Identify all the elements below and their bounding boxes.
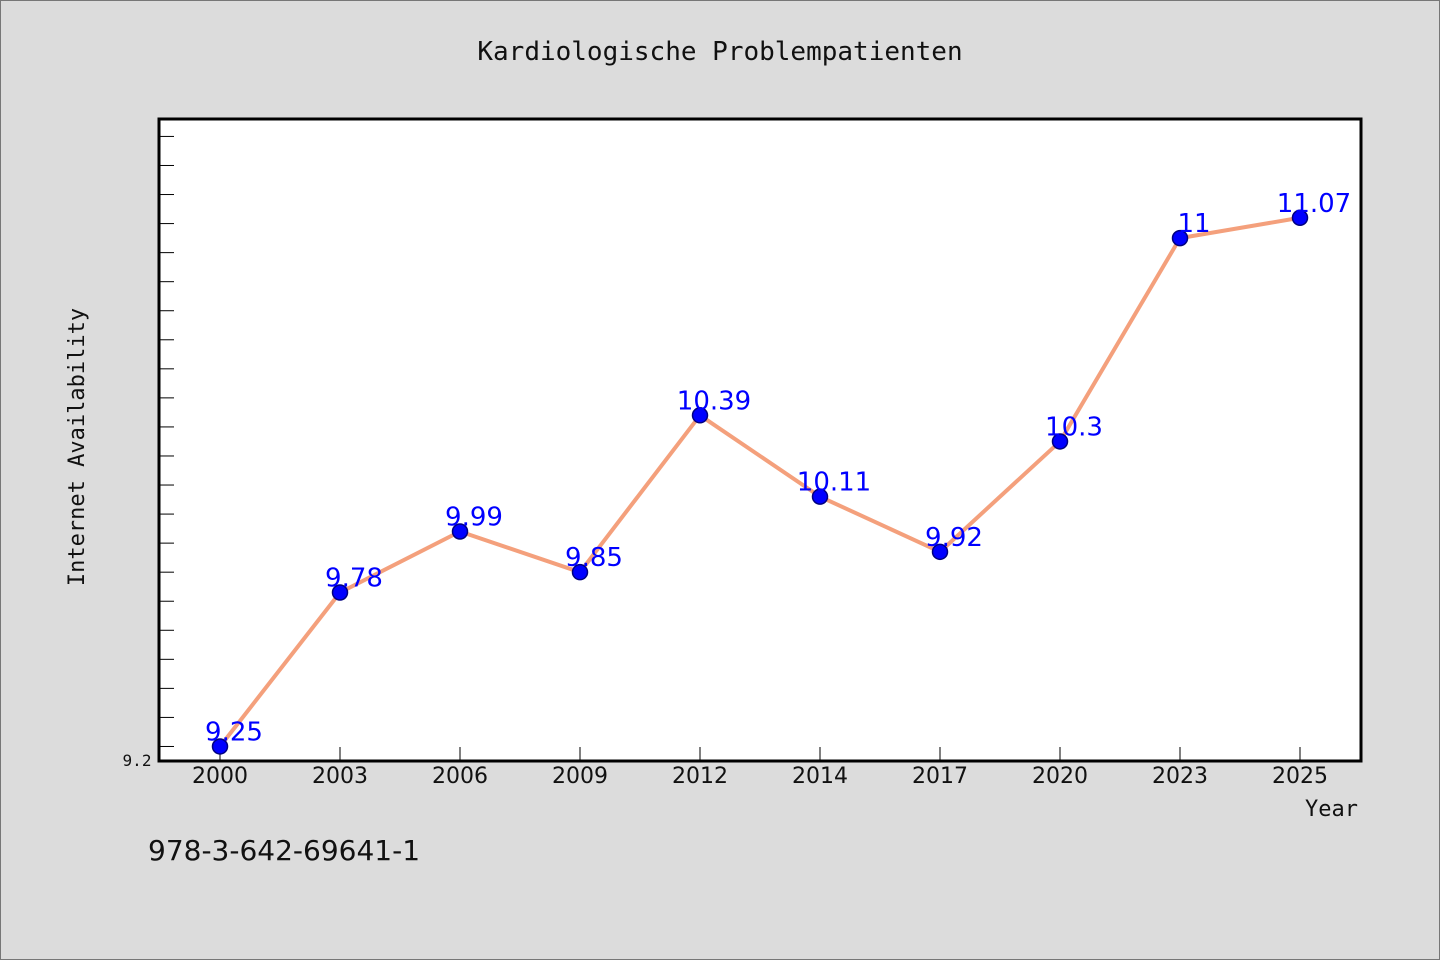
chart-title: Kardiologische Problempatienten — [477, 37, 962, 67]
data-point — [451, 523, 469, 540]
data-label: 9.78 — [325, 564, 383, 594]
data-labels: 9.25 9.78 9.99 9.85 10.39 10.11 9.92 10.3 11 11.0… — [205, 189, 1351, 748]
data-label: 10.3 — [1045, 412, 1103, 442]
data-point — [211, 738, 229, 755]
data-label: 11 — [1177, 209, 1210, 239]
y-axis-min-label: 9.2 — [123, 751, 152, 770]
x-tick-label: 2000 — [192, 764, 248, 789]
data-label: 9.99 — [445, 503, 503, 533]
data-label: 9.85 — [565, 543, 623, 573]
x-tick-label: 2009 — [552, 764, 608, 789]
x-tick-label: 2014 — [792, 764, 848, 789]
x-axis-label: Year — [1305, 797, 1358, 822]
data-point — [811, 488, 829, 505]
y-axis-label: Internet Availability — [65, 308, 90, 586]
data-point — [1171, 229, 1189, 247]
series-line — [218, 215, 1302, 749]
data-point — [331, 584, 349, 601]
data-label: 11.07 — [1277, 189, 1351, 219]
data-point — [571, 563, 589, 581]
data-point — [931, 543, 949, 561]
x-tick-label: 2006 — [432, 764, 488, 789]
data-label: 10.11 — [797, 468, 871, 498]
x-tick-label: 2025 — [1272, 764, 1328, 789]
x-tick-label: 2012 — [672, 764, 728, 789]
isbn-footer: 978-3-642-69641-1 — [148, 834, 421, 867]
series-markers — [211, 209, 1309, 755]
data-point — [691, 407, 709, 424]
data-point — [1291, 209, 1309, 227]
x-axis-tick-labels: 2000 2003 2006 2009 2012 2014 2017 2020 2023 2025 — [192, 764, 1328, 789]
y-axis-ticks — [160, 135, 174, 747]
plot-area — [157, 117, 1363, 763]
series-line-group — [218, 215, 1302, 749]
data-label: 10.39 — [677, 386, 751, 416]
x-tick-label: 2020 — [1032, 764, 1088, 789]
x-tick-label: 2003 — [312, 764, 368, 789]
x-tick-label: 2017 — [912, 764, 968, 789]
x-axis-ticks — [219, 747, 1301, 760]
x-tick-label: 2023 — [1152, 764, 1208, 789]
data-label: 9.25 — [205, 717, 263, 747]
data-label: 9.92 — [925, 523, 983, 553]
data-point — [1051, 433, 1069, 450]
